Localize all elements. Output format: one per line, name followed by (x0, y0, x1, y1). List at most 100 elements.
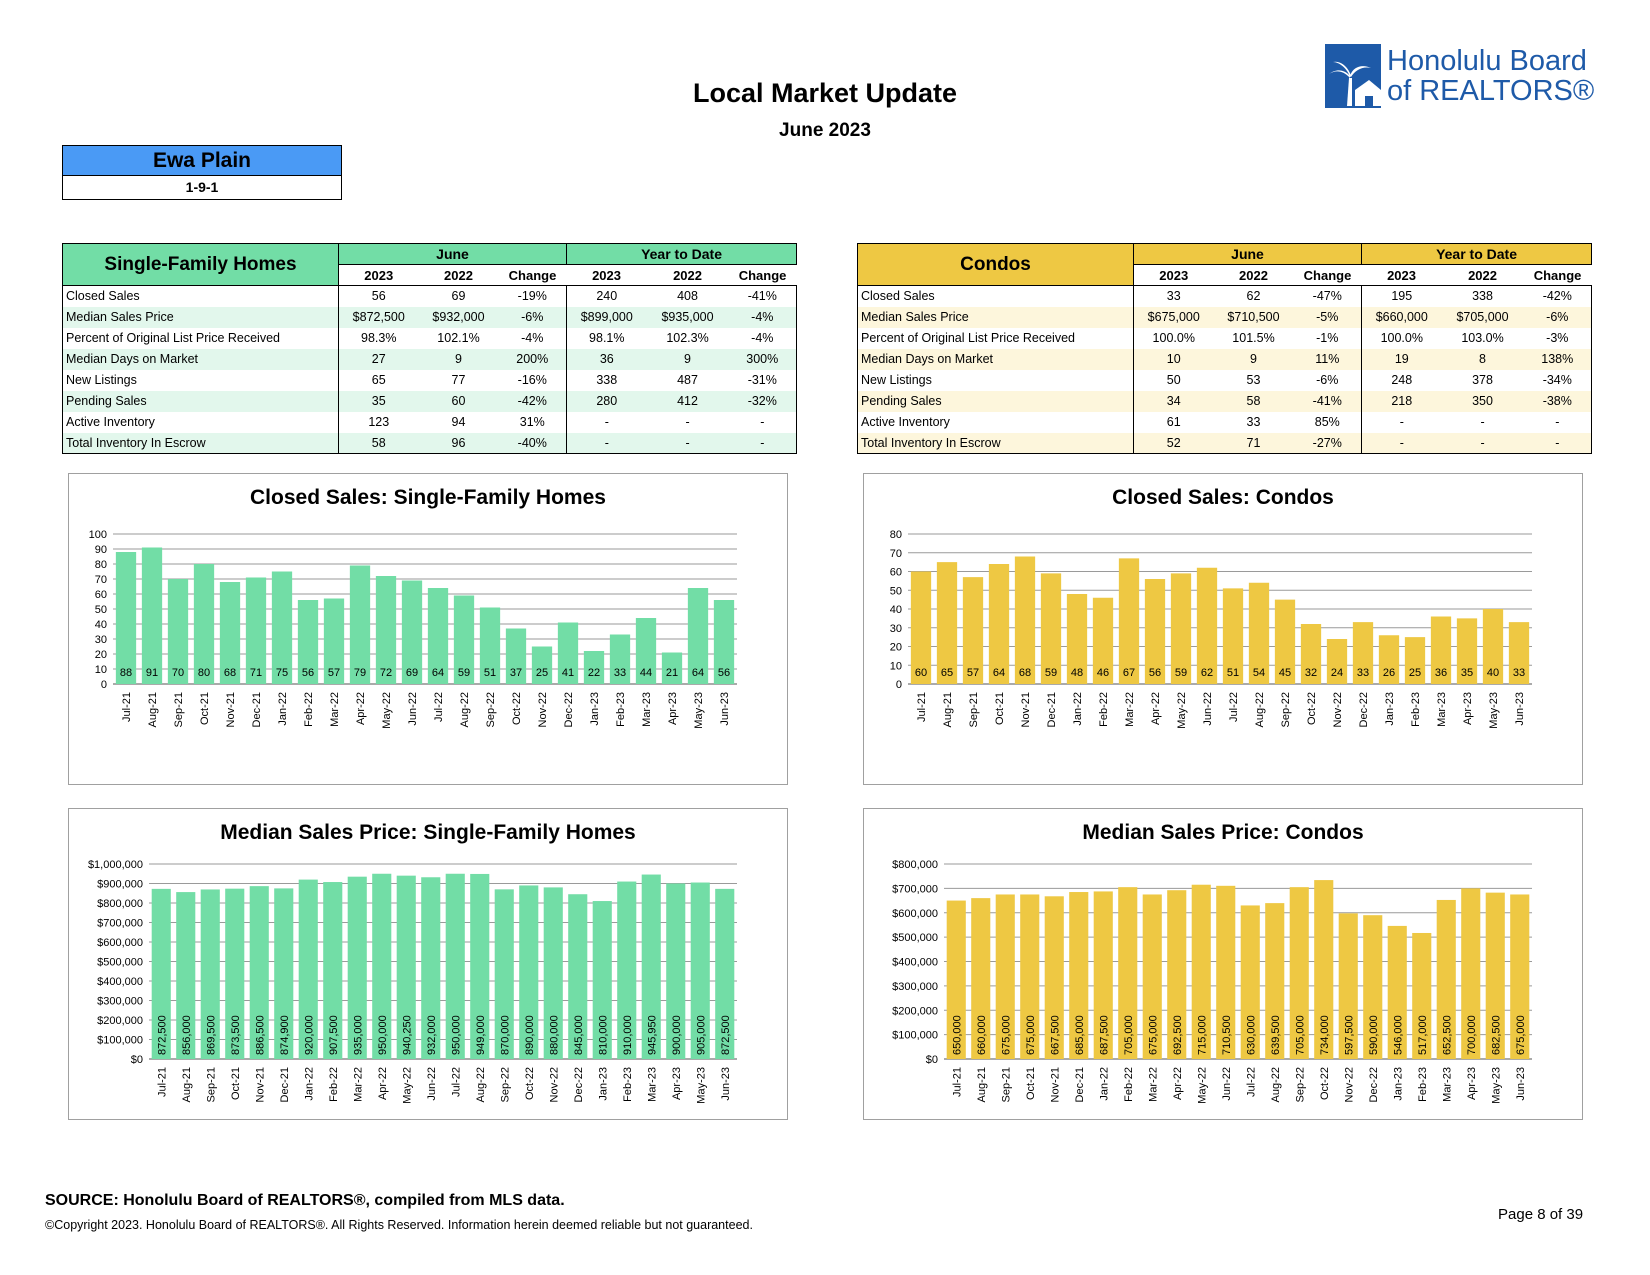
x-tick-label: Nov-22 (1343, 1067, 1355, 1102)
x-tick-label: Sep-22 (1294, 1067, 1306, 1102)
cell: 31% (498, 411, 568, 433)
y-tick-label: 0 (896, 679, 902, 691)
data-label: 872,500 (156, 1015, 168, 1055)
sfh-median-price-chart: Median Sales Price: Single-Family Homes … (68, 808, 788, 1120)
row-label: Percent of Original List Price Received (857, 327, 1134, 349)
cell: 96 (418, 432, 499, 454)
x-tick-label: Dec-22 (1368, 1067, 1380, 1102)
data-label: 51 (484, 667, 496, 679)
sfh-group-june: June (338, 243, 568, 265)
x-tick-label: Mar-23 (1436, 692, 1448, 727)
bar (141, 547, 163, 684)
area-name: Ewa Plain (63, 146, 341, 176)
palm-house-icon (1325, 44, 1381, 108)
cell: 218 (1361, 390, 1442, 412)
x-tick-label: Jul-22 (1228, 692, 1240, 722)
y-tick-label: 0 (101, 679, 107, 691)
cell: -38% (1523, 390, 1593, 412)
bar (592, 901, 612, 1059)
bar (1430, 616, 1452, 684)
data-label: 36 (1435, 667, 1447, 679)
cell: -16% (498, 369, 568, 391)
data-label: 48 (1071, 667, 1083, 679)
cell: 487 (677, 373, 698, 387)
cell: 378 (1472, 373, 1493, 387)
bar (1092, 597, 1114, 684)
cell: - (685, 415, 690, 429)
condo-group-ytd: Year to Date (1361, 243, 1593, 265)
x-tick-label: Jul-22 (1245, 1067, 1257, 1097)
x-tick-label: May-23 (695, 1067, 707, 1104)
x-tick-label: Oct-21 (1025, 1067, 1037, 1100)
y-tick-label: 10 (95, 664, 107, 676)
cell: 33 (1166, 289, 1181, 304)
cell: -41% (1293, 390, 1363, 412)
data-label: 590,000 (1368, 1015, 1380, 1055)
data-label: 905,000 (695, 1015, 707, 1055)
cell: 103.0% (1461, 331, 1504, 345)
y-tick-label: 50 (95, 604, 107, 616)
y-tick-label: 80 (890, 529, 902, 541)
cell: 412 (646, 390, 729, 412)
data-label: 91 (146, 667, 158, 679)
bar (1142, 894, 1162, 1059)
bar (1378, 635, 1400, 684)
cell: 19 (1361, 348, 1442, 370)
data-label: 517,000 (1417, 1015, 1429, 1055)
x-tick-label: Sep-22 (485, 692, 497, 727)
cell: - (1523, 411, 1593, 433)
data-label: 872,500 (720, 1015, 732, 1055)
col-header: 2022 (1441, 264, 1524, 286)
col-header: 2022 (418, 264, 499, 286)
x-tick-label: Jan-22 (1098, 1067, 1110, 1101)
bar (323, 598, 345, 684)
cell: - (728, 411, 798, 433)
bar (557, 622, 579, 684)
y-tick-label: $0 (926, 1054, 938, 1066)
bar (1093, 891, 1113, 1059)
x-tick-label: Jul-21 (951, 1067, 963, 1097)
condo-stats-table: Condos June Year to Date 2023 2022 Chang… (857, 243, 1593, 454)
row-label: Active Inventory (857, 411, 1134, 433)
data-label: 639,500 (1270, 1015, 1282, 1055)
bar (1338, 913, 1358, 1059)
bar (1300, 624, 1322, 684)
cell: 34 (1133, 390, 1214, 412)
data-label: 80 (198, 667, 210, 679)
cell: 35 (338, 390, 419, 412)
cell: 33 (1246, 415, 1261, 429)
cell: 408 (677, 289, 698, 304)
bar (713, 600, 735, 684)
y-tick-label: 60 (890, 567, 902, 579)
data-label: 33 (1513, 667, 1525, 679)
table-row: Pending Sales 35 60 -42% 280 412 -32% (62, 390, 798, 412)
bar (1456, 618, 1478, 684)
cell: -41% (728, 285, 798, 307)
x-tick-label: May-22 (1176, 692, 1188, 729)
x-tick-label: Feb-22 (1098, 692, 1110, 727)
cell: -32% (728, 390, 798, 412)
x-tick-label: Apr-23 (1466, 1067, 1478, 1100)
y-tick-label: 50 (890, 585, 902, 597)
x-tick-label: Jan-22 (1072, 692, 1084, 726)
data-label: 67 (1123, 667, 1135, 679)
x-tick-label: Jun-22 (1221, 1067, 1233, 1101)
cell: 8 (1441, 348, 1524, 370)
data-label: 546,000 (1392, 1015, 1404, 1055)
data-label: 630,000 (1245, 1015, 1257, 1055)
x-tick-label: Jul-21 (121, 692, 133, 722)
y-tick-label: $500,000 (892, 932, 938, 944)
x-tick-label: May-23 (1490, 1067, 1502, 1104)
x-tick-label: Jun-23 (1515, 1067, 1527, 1101)
data-label: 652,500 (1441, 1015, 1453, 1055)
x-tick-label: Jun-23 (719, 692, 731, 726)
y-tick-label: 30 (95, 634, 107, 646)
x-tick-label: Jan-23 (597, 1067, 609, 1101)
bar (200, 889, 220, 1059)
data-label: 37 (510, 667, 522, 679)
cell: 338 (596, 373, 618, 387)
cell: -3% (1523, 327, 1593, 349)
cell: 52 (1133, 432, 1214, 454)
data-label: 35 (1461, 667, 1473, 679)
bar (962, 577, 984, 684)
